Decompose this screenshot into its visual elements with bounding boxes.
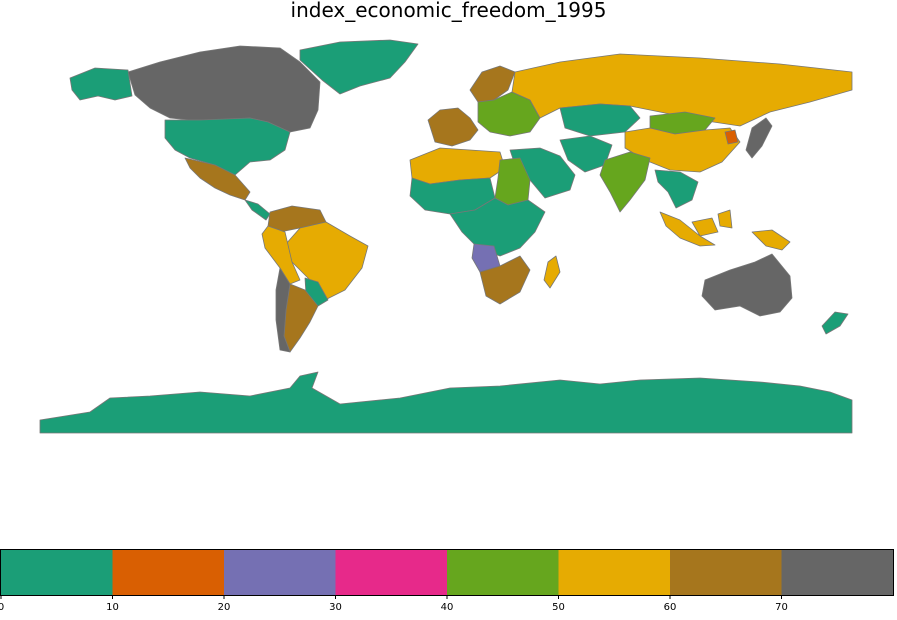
colorbar-segment-7 (781, 550, 893, 595)
colorbar-segment-5 (558, 550, 670, 595)
colorbar-tick-label: 30 (329, 602, 342, 613)
region-kazakhstan (559, 103, 641, 137)
region-canada (127, 45, 321, 133)
world-map (39, 39, 853, 434)
colorbar-tick-label: 50 (552, 602, 565, 613)
region-australia (701, 253, 793, 317)
colorbar-tick-label: 20 (218, 602, 231, 613)
region-new-zealand (821, 311, 849, 335)
region-chile (275, 267, 291, 353)
region-mexico (184, 157, 251, 201)
region-alaska (69, 67, 133, 101)
colorbar-frame (0, 549, 894, 596)
region-southeast-asia (654, 169, 699, 209)
colorbar-segment-4 (447, 550, 559, 595)
colorbar-tick-label: 0 (0, 602, 4, 613)
region-madagascar (543, 255, 561, 289)
colorbar-segment-6 (670, 550, 782, 595)
region-india (599, 151, 651, 213)
region-greenland (299, 39, 419, 95)
region-southern-africa (479, 255, 531, 305)
colorbar: 0 10 20 30 40 50 60 70 (0, 549, 894, 613)
colorbar-segment-3 (335, 550, 447, 595)
region-japan (745, 117, 773, 159)
region-western-europe (427, 107, 479, 147)
region-central-america (244, 199, 271, 221)
colorbar-tick-label: 10 (106, 602, 119, 613)
region-papua (751, 229, 791, 251)
region-russia (511, 53, 853, 127)
region-usa (164, 117, 291, 176)
colorbar-segment-2 (224, 550, 336, 595)
colorbar-tick-label: 40 (441, 602, 454, 613)
region-indonesia (659, 209, 733, 247)
region-eastern-europe (477, 91, 541, 137)
colorbar-segments (1, 550, 893, 595)
colorbar-tick-label: 70 (775, 602, 788, 613)
map-title: index_economic_freedom_1995 (290, 0, 607, 22)
colorbar-segment-1 (112, 550, 224, 595)
colorbar-segment-0 (1, 550, 113, 595)
colorbar-ticks: 0 10 20 30 40 50 60 70 (0, 596, 788, 613)
region-north-korea (724, 129, 739, 145)
region-north-africa (409, 147, 506, 185)
region-antarctica (39, 371, 853, 434)
colorbar-tick-label: 60 (664, 602, 677, 613)
